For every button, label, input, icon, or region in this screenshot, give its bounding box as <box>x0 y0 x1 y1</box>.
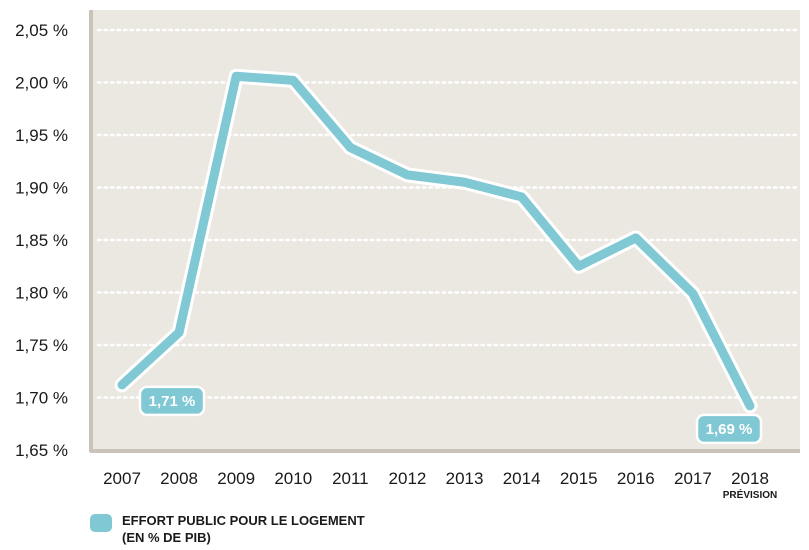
data-point <box>121 383 123 386</box>
data-point <box>406 173 409 176</box>
series-lines <box>114 68 758 414</box>
x-tick-label: 2012 <box>389 469 427 488</box>
data-point <box>691 292 694 295</box>
x-tick-labels: 2007 2008 2009 2010 2011 2012 2013 2014 2015 2016… <box>103 469 777 501</box>
y-tick-label: 1,65 % <box>15 441 68 460</box>
legend: EFFORT PUBLIC POUR LE LOGEMENT (EN % DE … <box>90 512 365 546</box>
y-tick-label: 1,70 % <box>15 389 68 408</box>
y-tick-label: 2,00 % <box>15 74 68 93</box>
data-point <box>463 181 466 184</box>
y-tick-labels: 1,65 % 1,70 % 1,75 % 1,80 % 1,85 % 1,90 % 1,95… <box>15 21 68 460</box>
y-tick-label: 1,80 % <box>15 284 68 303</box>
x-tick-label: 2013 <box>446 469 484 488</box>
data-point <box>235 75 238 78</box>
x-tick-label: 2016 <box>617 469 655 488</box>
x-tick-label: 2009 <box>217 469 255 488</box>
data-callouts: 1,71 % 1,69 % <box>138 385 763 445</box>
series-line <box>117 71 755 411</box>
y-tick-label: 1,75 % <box>15 336 68 355</box>
data-point <box>292 79 295 82</box>
x-tick-label: 2015 <box>560 469 598 488</box>
x-tick-label: 2017 <box>674 469 712 488</box>
legend-swatch <box>90 514 112 532</box>
x-tick-label: 2010 <box>274 469 312 488</box>
data-point <box>178 331 181 334</box>
y-tick-label: 1,85 % <box>15 231 68 250</box>
callout-box <box>695 413 763 445</box>
data-point <box>577 265 580 268</box>
legend-label: EFFORT PUBLIC POUR LE LOGEMENT (EN % DE … <box>122 512 365 546</box>
x-tick-label: 2008 <box>160 469 198 488</box>
data-point <box>520 195 523 198</box>
x-tick-label: 2011 <box>332 469 369 488</box>
data-point <box>349 146 352 149</box>
y-tick-label: 2,05 % <box>15 21 68 40</box>
legend-label-line1: EFFORT PUBLIC POUR LE LOGEMENT <box>122 513 365 528</box>
y-tick-label: 1,95 % <box>15 126 68 145</box>
x-tick-label: 2007 <box>103 469 141 488</box>
y-tick-label: 1,90 % <box>15 179 68 198</box>
legend-label-line2: (EN % DE PIB) <box>122 530 211 545</box>
callout-label: 1,69 % <box>706 421 753 438</box>
callout-box <box>138 385 206 417</box>
data-point <box>634 236 637 239</box>
x-tick-sublabel: PRÉVISION <box>723 488 777 501</box>
x-tick-label: 2014 <box>503 469 541 488</box>
x-tick-label: 2018 <box>731 469 769 488</box>
callout-label: 1,71 % <box>149 393 196 410</box>
data-point <box>749 404 751 407</box>
